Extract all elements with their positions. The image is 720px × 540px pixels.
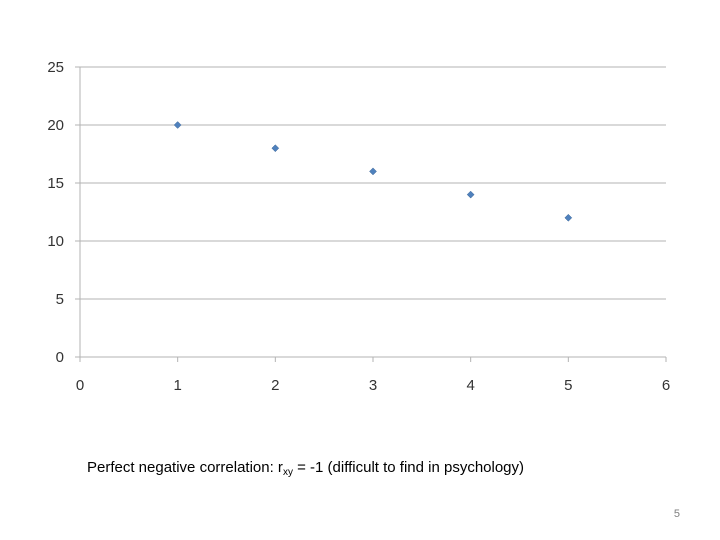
data-point (369, 167, 377, 176)
data-point (271, 144, 280, 153)
y-tick-label: 0 (56, 349, 64, 366)
data-point (564, 213, 573, 222)
caption-prefix: Perfect negative correlation: r (87, 459, 283, 476)
slide-number: 5 (673, 508, 680, 520)
x-tick-label: 0 (76, 377, 84, 394)
gridlines (80, 66, 666, 300)
y-tick-label: 20 (47, 117, 64, 134)
x-axis-tick-labels: 0 1 2 3 4 5 6 (76, 377, 670, 394)
x-tick-label: 2 (271, 377, 279, 394)
x-tick-label: 4 (466, 377, 474, 394)
y-axis-tick-labels: 0 5 10 15 20 25 (47, 59, 64, 366)
y-tick-label: 15 (47, 175, 64, 192)
y-tick-label: 25 (47, 59, 64, 76)
x-tick-label: 3 (369, 377, 377, 394)
caption: Perfect negative correlation: rxy = -1 (… (87, 459, 524, 478)
x-tick-label: 1 (173, 377, 181, 394)
axes (75, 66, 667, 362)
caption-suffix: = -1 (difficult to find in psychology) (292, 459, 525, 476)
x-tick-label: 5 (564, 377, 572, 394)
x-tick-label: 6 (662, 377, 670, 394)
scatter-chart: 0 5 10 15 20 25 0 1 2 3 4 5 6 (47, 59, 670, 394)
y-tick-label: 5 (56, 291, 64, 308)
data-points (173, 121, 573, 222)
y-tick-label: 10 (47, 233, 64, 250)
caption-subscript: xy (282, 467, 293, 478)
data-point (173, 121, 182, 129)
data-point (466, 190, 475, 199)
